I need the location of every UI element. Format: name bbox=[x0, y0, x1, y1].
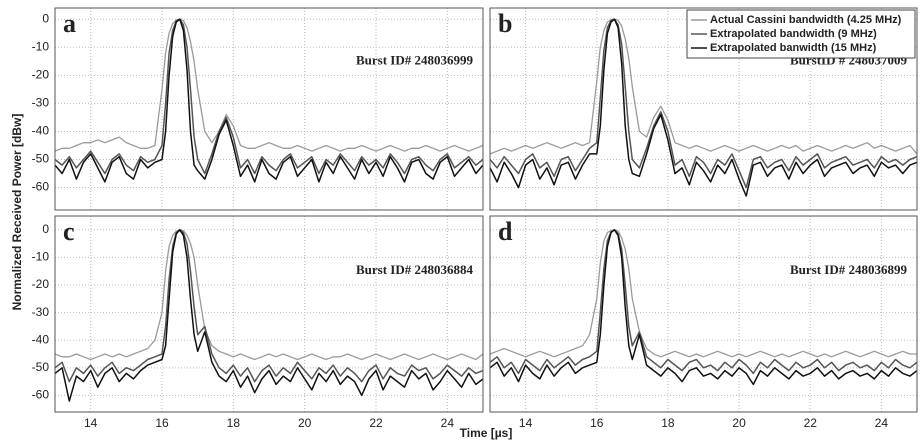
x-tick-label: 16 bbox=[155, 416, 169, 430]
plot-frame bbox=[489, 7, 918, 211]
series-line bbox=[55, 18, 483, 175]
y-tick-label: -40 bbox=[32, 332, 50, 346]
y-tick-label: 0 bbox=[42, 222, 49, 236]
panel: 14 16 18 20 22 24 d Burst ID# 248036899 bbox=[489, 215, 918, 430]
annotation: Burst ID# 248036899 bbox=[790, 262, 908, 277]
y-tick-label: -30 bbox=[32, 96, 50, 110]
panel-label: c bbox=[63, 217, 75, 246]
x-axis-title: Time [µs] bbox=[460, 426, 513, 440]
plot-frame bbox=[54, 215, 484, 413]
legend-label: Extrapolated banwidth (15 MHz) bbox=[710, 42, 877, 54]
x-tick-label: 16 bbox=[590, 416, 604, 430]
series-line bbox=[55, 229, 483, 402]
y-tick-label: -60 bbox=[32, 388, 50, 402]
series-line bbox=[55, 18, 483, 152]
series-line bbox=[55, 18, 483, 183]
y-axis-title: Normalized Received Power [dBw] bbox=[10, 114, 24, 311]
y-tick-label: -40 bbox=[32, 124, 50, 138]
series-line bbox=[55, 229, 483, 361]
annotation: Burst ID# 248036999 bbox=[356, 52, 474, 67]
plot-frame bbox=[489, 215, 918, 413]
y-tick-label: -20 bbox=[32, 277, 50, 291]
y-tick-label: -60 bbox=[32, 180, 50, 194]
panel: 0 -10 -20 -30 -40 -50 -60 14 16 18 20 22 24 c Burst ID… bbox=[32, 215, 484, 430]
series-line bbox=[490, 229, 917, 358]
series-line bbox=[490, 229, 917, 375]
series-line bbox=[55, 229, 483, 383]
series-line bbox=[490, 18, 917, 197]
annotation: Burst ID# 248036884 bbox=[356, 262, 474, 277]
plot-background bbox=[55, 8, 483, 210]
y-tick-label: -20 bbox=[32, 68, 50, 82]
series-line bbox=[490, 18, 917, 189]
legend-label: Actual Cassini bandwidth (4.25 MHz) bbox=[710, 14, 902, 26]
x-tick-label: 14 bbox=[519, 416, 533, 430]
x-tick-label: 20 bbox=[732, 416, 746, 430]
series-line bbox=[490, 229, 917, 386]
y-tick-label: 0 bbox=[42, 11, 49, 25]
legend-box bbox=[686, 9, 916, 59]
x-tick-label: 20 bbox=[298, 416, 312, 430]
y-tick-label: -30 bbox=[32, 305, 50, 319]
x-tick-label: 14 bbox=[84, 416, 98, 430]
panel: 0 -10 -20 -30 -40 -50 -60 a Burst ID# 248036999 bbox=[32, 7, 484, 211]
plot-background bbox=[55, 216, 483, 412]
plot-background bbox=[490, 216, 917, 412]
panel-label: a bbox=[63, 9, 76, 38]
y-tick-label: -10 bbox=[32, 250, 50, 264]
x-tick-label: 22 bbox=[804, 416, 818, 430]
x-tick-label: 24 bbox=[441, 416, 455, 430]
y-tick-label: -50 bbox=[32, 360, 50, 374]
x-tick-label: 22 bbox=[369, 416, 383, 430]
plot-frame bbox=[54, 7, 484, 211]
panel-label: d bbox=[498, 217, 513, 246]
panel-label: b bbox=[498, 9, 512, 38]
series-line bbox=[490, 18, 917, 155]
y-tick-label: -50 bbox=[32, 152, 50, 166]
legend-label: Extrapolated bandwidth (9 MHz) bbox=[710, 28, 877, 40]
x-tick-label: 18 bbox=[227, 416, 241, 430]
x-tick-label: 24 bbox=[875, 416, 889, 430]
x-tick-label: 18 bbox=[661, 416, 675, 430]
y-tick-label: -10 bbox=[32, 39, 50, 53]
